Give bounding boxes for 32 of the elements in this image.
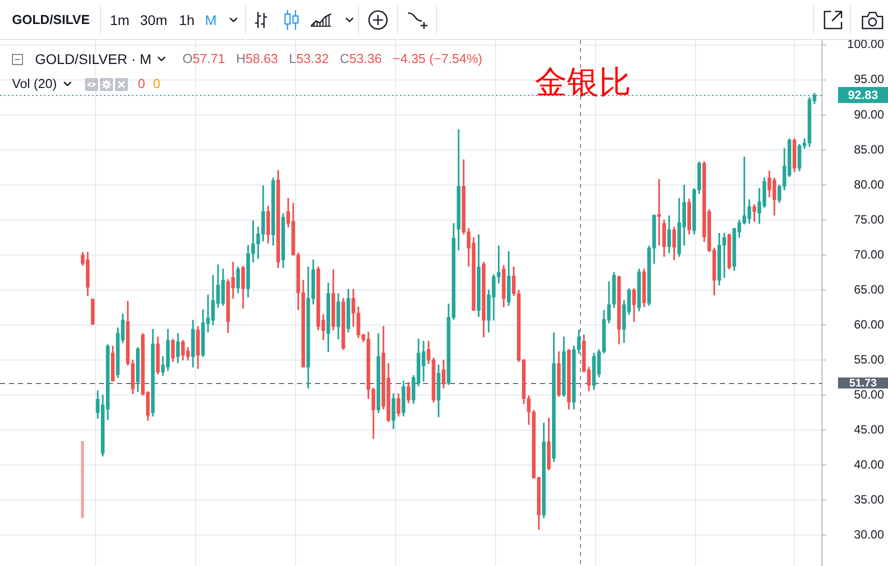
y-tick-label: 65.00 [854,282,884,296]
text: 30m [140,12,168,28]
y-tick-label: 35.00 [854,492,884,506]
text: 金银比 [535,63,631,101]
annotation: 0 [153,76,160,92]
ref-line-label: 92.83 [848,88,878,102]
y-tick-label: 45.00 [854,422,884,436]
y-tick-label: 55.00 [854,352,884,366]
y-tick-label: 60.00 [854,317,884,332]
text: 1m [110,12,130,28]
annotation: H58.63 [236,51,278,67]
text: M [205,12,217,28]
annotation: Vol (20) [12,76,57,92]
y-tick-label: 75.00 [854,212,884,226]
y-tick-label: 100.00 [847,37,884,52]
y-tick-label: 90.00 [854,107,884,122]
y-tick-label: 50.00 [854,387,884,402]
y-tick-label: 80.00 [854,177,884,192]
annotation: 0 [138,76,146,92]
annotation: GOLD/SILVER · M [35,51,152,67]
annotation: C53.36 [340,51,382,67]
y-tick-label: 70.00 [854,247,884,262]
y-tick-label: 85.00 [854,142,884,156]
y-tick-label: 95.00 [854,72,884,86]
text: GOLD/SILVE [12,12,90,28]
y-tick-label: 30.00 [854,527,884,542]
ref-line-label: 51.73 [849,378,877,390]
annotation: −4.35 (−7.54%) [392,51,482,67]
text: 1h [179,12,195,28]
annotation: L53.32 [289,51,329,67]
annotation: O57.71 [182,51,226,67]
y-tick-label: 40.00 [854,457,884,472]
